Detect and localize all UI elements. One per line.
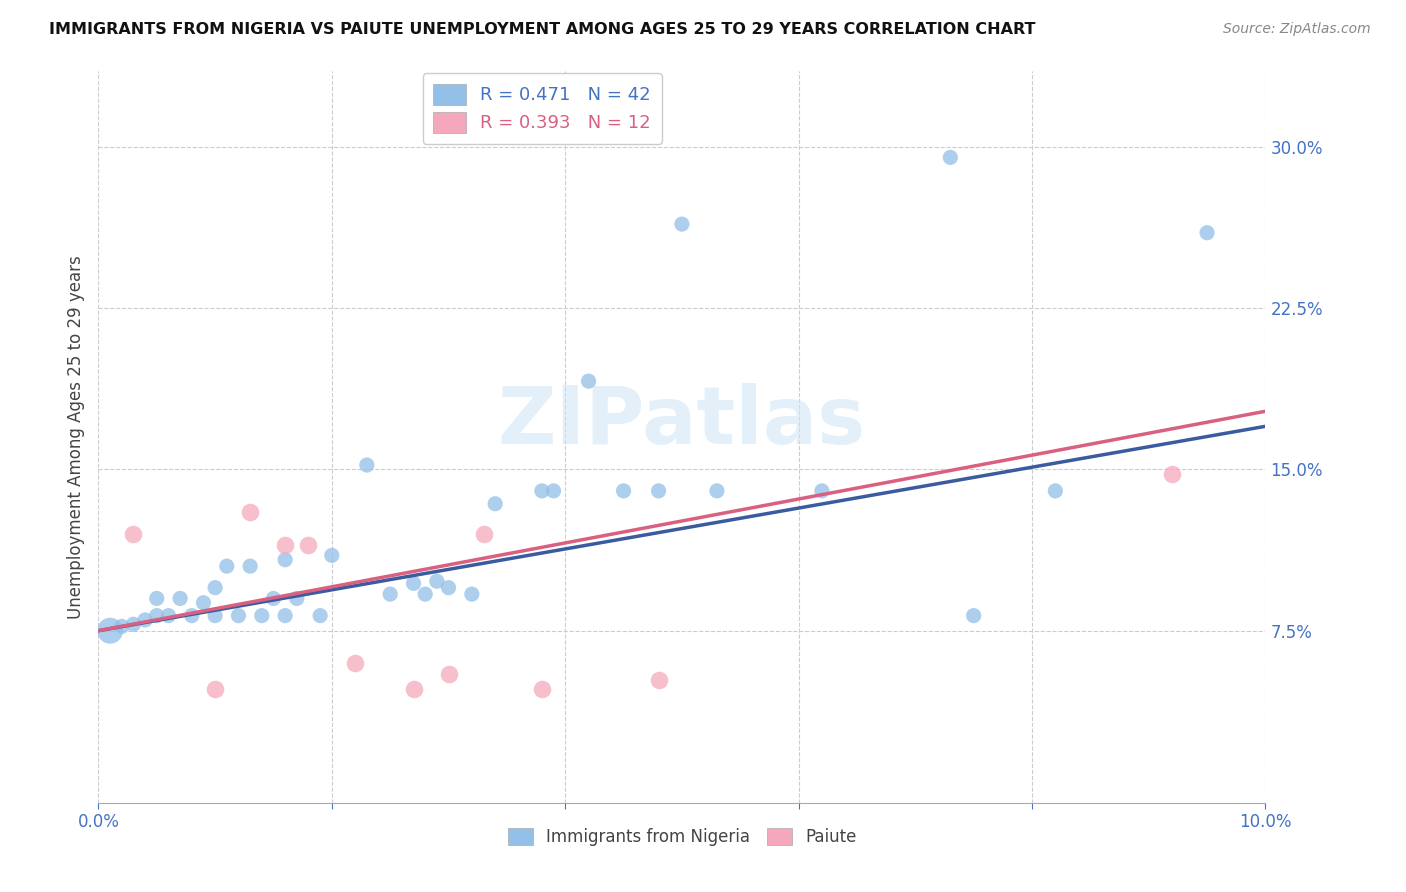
Point (380, 587, 402, 601)
Point (98, 624, 121, 638)
Point (274, 538, 297, 552)
Point (402, 576, 425, 591)
Point (413, 587, 436, 601)
Point (321, 549, 343, 563)
Point (811, 483, 834, 498)
Text: IMMIGRANTS FROM NIGERIA VS PAIUTE UNEMPLOYMENT AMONG AGES 25 TO 29 YEARS CORRELA: IMMIGRANTS FROM NIGERIA VS PAIUTE UNEMPL… (49, 22, 1036, 37)
Point (402, 681, 425, 696)
Point (274, 608, 297, 623)
Point (344, 656, 367, 670)
Point (239, 505, 262, 519)
Point (309, 608, 332, 623)
Point (204, 608, 226, 623)
Legend: Immigrants from Nigeria, Paiute: Immigrants from Nigeria, Paiute (501, 822, 863, 853)
Point (1045, 483, 1067, 498)
Point (169, 591, 191, 606)
Point (274, 552, 297, 566)
Point (530, 681, 553, 696)
Point (647, 483, 669, 498)
Point (146, 608, 169, 623)
Point (1161, 467, 1184, 481)
Point (250, 608, 273, 623)
Point (612, 483, 634, 498)
Point (146, 591, 169, 606)
Point (461, 587, 484, 601)
Point (356, 458, 378, 472)
Point (204, 681, 226, 696)
Point (262, 591, 284, 606)
Point (437, 666, 460, 681)
Point (962, 608, 984, 623)
Point (297, 538, 319, 552)
Point (671, 217, 693, 231)
Point (578, 374, 600, 388)
Text: Source: ZipAtlas.com: Source: ZipAtlas.com (1223, 22, 1371, 37)
Point (122, 617, 145, 632)
Point (426, 574, 449, 589)
Point (215, 559, 238, 574)
Point (180, 608, 202, 623)
Point (285, 591, 308, 606)
Text: ZIPatlas: ZIPatlas (498, 384, 866, 461)
Point (239, 559, 262, 574)
Point (228, 608, 250, 623)
Point (204, 581, 226, 595)
Point (939, 150, 962, 164)
Point (543, 483, 565, 498)
Point (437, 581, 460, 595)
Point (1195, 226, 1218, 240)
Point (472, 527, 495, 541)
Point (706, 483, 728, 498)
Point (134, 613, 156, 627)
Point (111, 619, 134, 633)
Point (157, 608, 180, 623)
Point (484, 497, 506, 511)
Point (530, 483, 553, 498)
Y-axis label: Unemployment Among Ages 25 to 29 years: Unemployment Among Ages 25 to 29 years (66, 255, 84, 619)
Point (122, 527, 145, 541)
Point (647, 673, 669, 688)
Point (193, 596, 215, 610)
